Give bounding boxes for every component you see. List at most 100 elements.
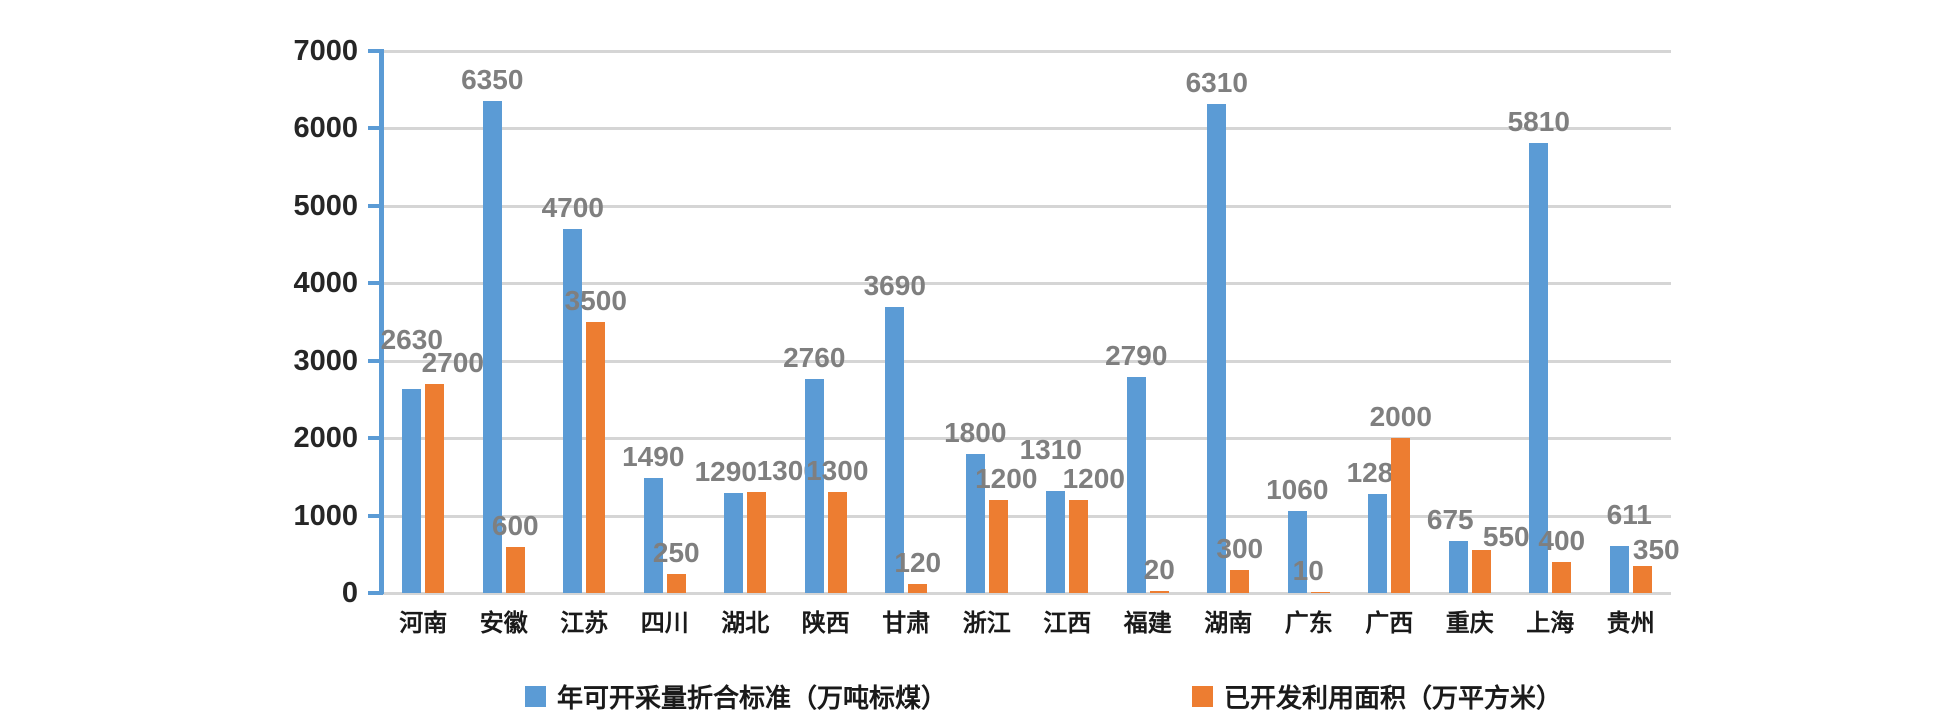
gridline	[383, 514, 1671, 518]
bar-blue	[1207, 103, 1227, 593]
data-label: 1200	[975, 463, 1038, 494]
y-axis-tick-label: 5000	[293, 189, 358, 222]
data-label: 20	[1143, 554, 1175, 586]
gridline	[383, 437, 1671, 440]
data-label: 1300	[806, 455, 869, 487]
y-axis-tick	[368, 513, 383, 518]
y-axis-tick	[368, 203, 383, 208]
y-axis-tick	[368, 436, 383, 440]
bar-blue	[563, 228, 583, 593]
data-label: 2000	[1369, 401, 1432, 432]
x-axis-label: 贵州	[1606, 610, 1655, 637]
x-axis-label: 河南	[399, 610, 448, 637]
data-label: 400	[1538, 525, 1586, 556]
y-axis-tick-label: 3000	[293, 344, 358, 377]
x-axis-label: 福建	[1123, 610, 1172, 637]
bar-blue	[724, 493, 744, 593]
data-label: 3690	[863, 270, 926, 302]
bar-orange	[586, 321, 606, 593]
x-axis-label: 甘肃	[882, 610, 931, 637]
data-label: 611	[1606, 498, 1652, 530]
bar-blue	[1368, 493, 1388, 593]
data-label: 350	[1632, 533, 1680, 565]
x-axis-label: 上海	[1526, 610, 1575, 637]
gridline	[383, 127, 1671, 130]
data-label: 3500	[564, 284, 627, 316]
bar-blue	[1046, 491, 1066, 593]
y-axis-tick	[368, 48, 383, 53]
y-axis-tick	[368, 358, 383, 363]
y-axis-tick-label: 6000	[293, 112, 358, 144]
gridline	[383, 592, 1671, 595]
data-label: 300	[1216, 532, 1264, 564]
bar-blue	[1529, 142, 1549, 593]
x-axis-label: 广西	[1365, 610, 1414, 637]
gridline	[383, 49, 1671, 53]
data-label: 5810	[1507, 105, 1570, 137]
bar-orange	[1230, 569, 1250, 593]
x-axis-label: 广东	[1284, 610, 1333, 637]
bar-blue	[1609, 545, 1629, 593]
data-label: 1800	[944, 416, 1007, 448]
y-axis-tick-label: 7000	[293, 34, 358, 67]
bar-orange	[1471, 550, 1491, 593]
data-label: 2700	[421, 346, 484, 378]
data-label: 600	[491, 509, 539, 541]
bar-blue	[885, 307, 905, 593]
bar-blue	[1126, 376, 1146, 593]
bar-blue	[1287, 510, 1307, 593]
bar-blue	[402, 389, 422, 593]
data-label: 4700	[541, 191, 604, 223]
bar-orange	[827, 492, 847, 593]
y-axis-tick	[368, 281, 383, 285]
data-label: 550	[1482, 521, 1530, 553]
bar-orange	[1310, 592, 1330, 593]
data-label: 2630	[380, 324, 443, 356]
data-label: 675	[1426, 503, 1474, 535]
data-label: 2790	[1105, 339, 1168, 371]
bar-blue	[965, 453, 985, 593]
bar-orange	[1069, 500, 1089, 593]
gridline	[383, 204, 1671, 208]
data-label: 1290	[694, 456, 757, 488]
bar-orange	[425, 383, 445, 593]
bar-blue	[643, 477, 663, 593]
y-axis-tick-label: 1000	[293, 499, 358, 532]
data-label: 1310	[1019, 434, 1082, 466]
y-axis-tick-label: 2000	[293, 422, 358, 454]
bar-orange	[1552, 562, 1572, 593]
data-label: 2760	[783, 342, 846, 374]
bar-orange	[747, 492, 767, 593]
bar-orange	[1632, 565, 1652, 593]
x-axis-label: 四川	[640, 610, 689, 637]
y-axis-line	[379, 48, 384, 594]
bar-blue	[804, 379, 824, 593]
data-label: 1060	[1266, 473, 1329, 505]
y-axis-tick	[368, 591, 383, 595]
data-label: 1200	[1062, 463, 1125, 494]
x-axis-label: 安徽	[479, 610, 528, 637]
bar-orange	[988, 500, 1008, 593]
data-label: 250	[652, 536, 700, 568]
x-axis-label: 重庆	[1445, 610, 1494, 637]
x-axis-label: 江苏	[560, 610, 609, 637]
x-axis-label: 湖北	[721, 610, 770, 637]
gridline	[383, 359, 1671, 363]
bar-blue	[1448, 540, 1468, 593]
data-label: 10	[1292, 555, 1324, 587]
y-axis-tick-label: 4000	[293, 267, 358, 299]
bar-blue	[482, 100, 502, 593]
bar-orange	[1149, 591, 1169, 593]
data-label: 120	[894, 546, 942, 578]
y-axis-tick-label: 0	[341, 577, 358, 609]
x-axis-label: 湖南	[1204, 610, 1253, 637]
gridline	[383, 282, 1671, 285]
data-label: 1490	[622, 440, 685, 472]
x-axis-label: 陕西	[801, 610, 850, 637]
bar-orange	[666, 573, 686, 593]
data-label: 6350	[461, 63, 524, 95]
bar-orange	[908, 583, 928, 593]
x-axis-label: 浙江	[962, 610, 1011, 637]
